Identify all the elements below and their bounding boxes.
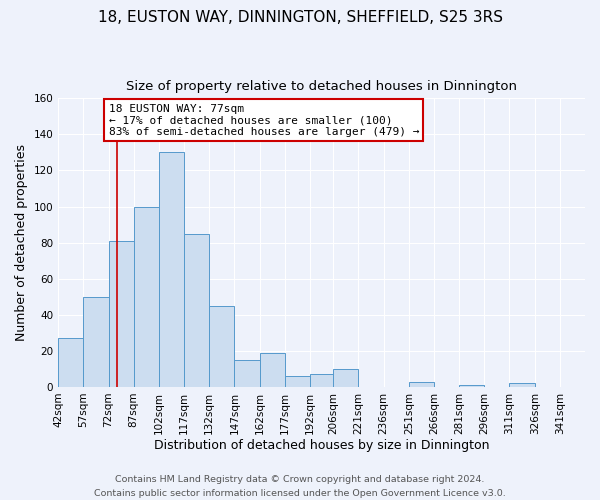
Bar [334,369,358,387]
Text: 18 EUSTON WAY: 77sqm
← 17% of detached houses are smaller (100)
83% of semi-deta: 18 EUSTON WAY: 77sqm ← 17% of detached h… [109,104,419,137]
Bar [159,152,184,387]
Bar [409,382,434,387]
Y-axis label: Number of detached properties: Number of detached properties [15,144,28,341]
X-axis label: Distribution of detached houses by size in Dinnington: Distribution of detached houses by size … [154,440,490,452]
Bar [209,306,235,387]
Bar [459,385,484,387]
Bar [509,384,535,387]
Bar [235,360,260,387]
Text: 18, EUSTON WAY, DINNINGTON, SHEFFIELD, S25 3RS: 18, EUSTON WAY, DINNINGTON, SHEFFIELD, S… [97,10,503,25]
Bar [134,206,159,387]
Bar [284,376,310,387]
Bar [184,234,209,387]
Bar [310,374,335,387]
Bar [109,241,134,387]
Title: Size of property relative to detached houses in Dinnington: Size of property relative to detached ho… [126,80,517,93]
Bar [260,352,284,387]
Bar [58,338,83,387]
Bar [83,297,109,387]
Text: Contains HM Land Registry data © Crown copyright and database right 2024.
Contai: Contains HM Land Registry data © Crown c… [94,476,506,498]
